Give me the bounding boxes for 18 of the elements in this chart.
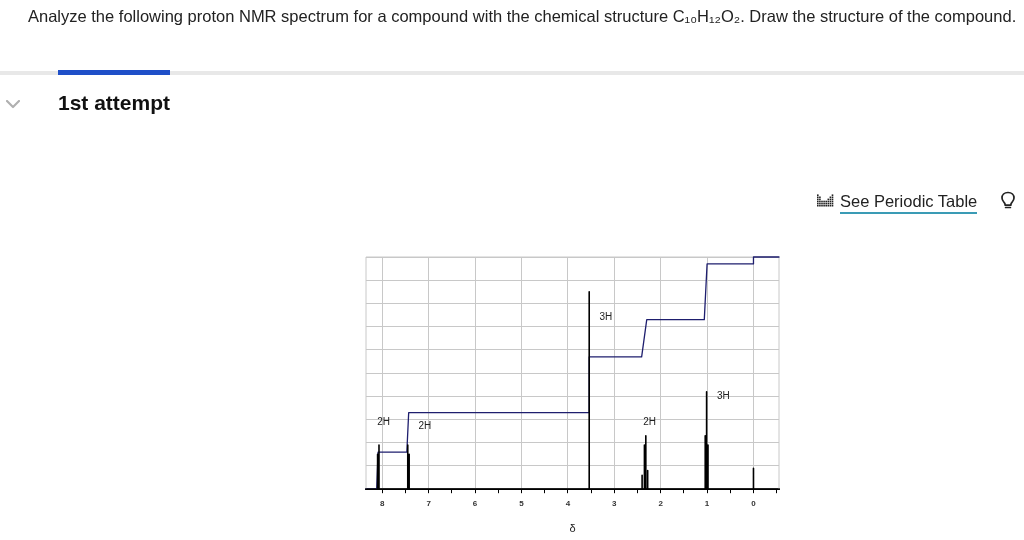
x-axis-title: δ bbox=[569, 522, 576, 535]
x-tick-label: 8 bbox=[380, 499, 386, 509]
x-tick-label: 3 bbox=[612, 499, 618, 509]
x-tick-label: 0 bbox=[751, 499, 757, 509]
text: See Periodic Table bbox=[840, 191, 978, 214]
x-tick-label: 6 bbox=[472, 499, 478, 509]
annotation: 2H bbox=[377, 415, 391, 427]
x-tick-label: 2 bbox=[658, 499, 664, 509]
chart-title: Analyze the following proton NMR spectrum for a compound with the chemical structure C₁₀H₁₂O₂. Draw the structure of the compound. bbox=[28, 7, 1017, 26]
x-tick-label: 7 bbox=[426, 499, 432, 509]
x-tick-label: 1 bbox=[704, 499, 710, 509]
x-tick-label: 4 bbox=[565, 499, 571, 509]
annotation: 3H bbox=[599, 311, 613, 323]
text: 1st attempt bbox=[58, 91, 171, 115]
annotation: 3H bbox=[716, 390, 730, 402]
x-tick-label: 5 bbox=[519, 499, 525, 509]
annotation: 2H bbox=[418, 420, 432, 432]
annotation: 2H bbox=[643, 415, 656, 427]
